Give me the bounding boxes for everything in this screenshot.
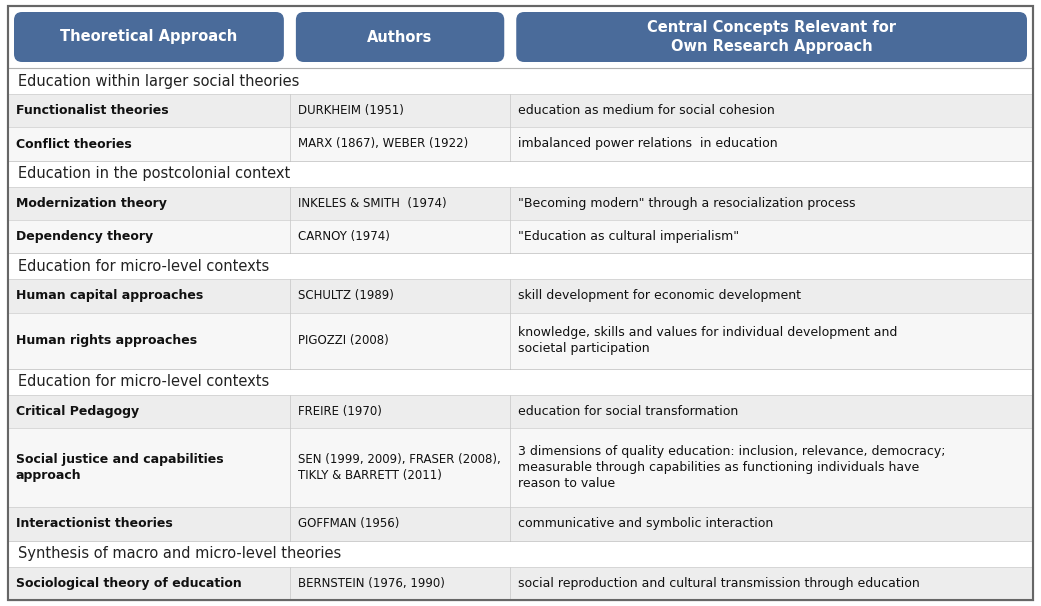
Text: PIGOZZI (2008): PIGOZZI (2008): [298, 334, 388, 347]
Text: Education for micro-level contexts: Education for micro-level contexts: [18, 375, 270, 390]
Text: INKELES & SMITH  (1974): INKELES & SMITH (1974): [298, 197, 447, 210]
Text: Authors: Authors: [367, 30, 433, 44]
Text: communicative and symbolic interaction: communicative and symbolic interaction: [518, 518, 773, 530]
Text: Sociological theory of education: Sociological theory of education: [16, 577, 242, 590]
Bar: [8, 187, 1033, 220]
Text: Critical Pedagogy: Critical Pedagogy: [16, 405, 139, 418]
Text: DURKHEIM (1951): DURKHEIM (1951): [298, 104, 404, 118]
Bar: [8, 127, 1033, 161]
Text: 3 dimensions of quality education: inclusion, relevance, democracy;
measurable t: 3 dimensions of quality education: inclu…: [518, 445, 946, 490]
Bar: [8, 507, 1033, 541]
Bar: [8, 95, 1033, 127]
Text: Education in the postcolonial context: Education in the postcolonial context: [18, 166, 290, 181]
Text: skill development for economic development: skill development for economic developme…: [518, 290, 802, 302]
Text: knowledge, skills and values for individual development and
societal participati: knowledge, skills and values for individ…: [518, 326, 897, 355]
Bar: [8, 368, 1033, 395]
Text: Social justice and capabilities
approach: Social justice and capabilities approach: [16, 453, 224, 482]
Text: Human rights approaches: Human rights approaches: [16, 334, 197, 347]
Bar: [8, 253, 1033, 279]
FancyBboxPatch shape: [14, 12, 284, 62]
Text: Human capital approaches: Human capital approaches: [16, 290, 203, 302]
FancyBboxPatch shape: [296, 12, 504, 62]
Bar: [8, 279, 1033, 313]
Text: Synthesis of macro and micro-level theories: Synthesis of macro and micro-level theor…: [18, 546, 341, 561]
Bar: [8, 395, 1033, 428]
Text: Central Concepts Relevant for
Own Research Approach: Central Concepts Relevant for Own Resear…: [648, 19, 896, 55]
Bar: [8, 220, 1033, 253]
Text: Education for micro-level contexts: Education for micro-level contexts: [18, 259, 270, 274]
Text: Dependency theory: Dependency theory: [16, 230, 153, 243]
Text: Education within larger social theories: Education within larger social theories: [18, 74, 300, 88]
Text: Conflict theories: Conflict theories: [16, 138, 132, 150]
Text: education for social transformation: education for social transformation: [518, 405, 738, 418]
Text: imbalanced power relations  in education: imbalanced power relations in education: [518, 138, 778, 150]
Text: Theoretical Approach: Theoretical Approach: [60, 30, 237, 44]
Bar: [8, 161, 1033, 187]
Bar: [8, 428, 1033, 507]
Text: GOFFMAN (1956): GOFFMAN (1956): [298, 518, 400, 530]
FancyBboxPatch shape: [516, 12, 1027, 62]
Bar: [8, 68, 1033, 95]
Text: CARNOY (1974): CARNOY (1974): [298, 230, 389, 243]
Text: FREIRE (1970): FREIRE (1970): [298, 405, 382, 418]
Bar: [8, 313, 1033, 368]
Text: social reproduction and cultural transmission through education: social reproduction and cultural transmi…: [518, 577, 920, 590]
Text: Functionalist theories: Functionalist theories: [16, 104, 169, 118]
Text: "Education as cultural imperialism": "Education as cultural imperialism": [518, 230, 739, 243]
Text: SEN (1999, 2009), FRASER (2008),
TIKLY & BARRETT (2011): SEN (1999, 2009), FRASER (2008), TIKLY &…: [298, 453, 501, 482]
Text: "Becoming modern" through a resocialization process: "Becoming modern" through a resocializat…: [518, 197, 856, 210]
Text: Interactionist theories: Interactionist theories: [16, 518, 173, 530]
Text: SCHULTZ (1989): SCHULTZ (1989): [298, 290, 393, 302]
Text: BERNSTEIN (1976, 1990): BERNSTEIN (1976, 1990): [298, 577, 445, 590]
Text: Modernization theory: Modernization theory: [16, 197, 167, 210]
Text: MARX (1867), WEBER (1922): MARX (1867), WEBER (1922): [298, 138, 468, 150]
Bar: [8, 567, 1033, 600]
Text: education as medium for social cohesion: education as medium for social cohesion: [518, 104, 775, 118]
Bar: [8, 541, 1033, 567]
